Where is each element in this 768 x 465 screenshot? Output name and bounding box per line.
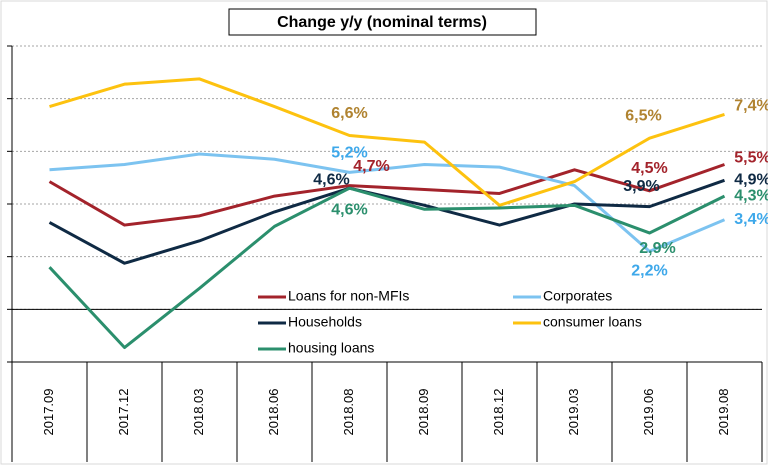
data-label: 5,2%	[331, 145, 367, 162]
data-label: 4,3%	[734, 187, 768, 204]
title-box	[228, 8, 537, 36]
data-label: 5,5%	[734, 150, 768, 167]
series-line	[48, 163, 725, 227]
x-tick-label: 2018.08	[341, 389, 356, 436]
x-tick-label: 2017.09	[41, 389, 56, 436]
series-line	[49, 77, 725, 207]
data-label: 6,6%	[331, 105, 367, 122]
data-label: 4,6%	[313, 171, 349, 188]
x-tick-label: 2018.03	[191, 389, 206, 436]
x-tick-label: 2018.09	[416, 389, 431, 436]
legend-label: Loans for non-MFIs	[288, 288, 409, 304]
x-tick-label: 2019.08	[716, 389, 731, 436]
data-label: 2,9%	[639, 240, 675, 257]
x-tick-label: 2017.12	[116, 389, 131, 436]
data-label: 2,2%	[631, 263, 667, 280]
data-label: 6,5%	[625, 107, 661, 124]
data-label: 7,4%	[734, 98, 768, 115]
data-label: 4,6%	[331, 201, 367, 218]
x-tick-label: 2019.06	[641, 389, 656, 436]
legend-label: Corporates	[543, 288, 612, 304]
data-label: 3,9%	[623, 178, 659, 195]
x-tick-label: 2018.12	[491, 389, 506, 436]
data-label: 4,7%	[353, 158, 389, 175]
chart-title: Change y/y (nominal terms)	[277, 14, 487, 31]
data-label: 4,5%	[631, 160, 667, 177]
legend-label: housing loans	[288, 340, 374, 356]
series-line	[48, 186, 726, 350]
data-label: 3,4%	[734, 211, 768, 228]
series-line	[48, 178, 725, 265]
legend-label: consumer loans	[543, 314, 642, 330]
legend-label: Households	[288, 314, 362, 330]
x-tick-label: 2019.03	[566, 389, 581, 436]
x-tick-label: 2018.06	[266, 389, 281, 436]
data-label: 4,9%	[734, 172, 768, 189]
